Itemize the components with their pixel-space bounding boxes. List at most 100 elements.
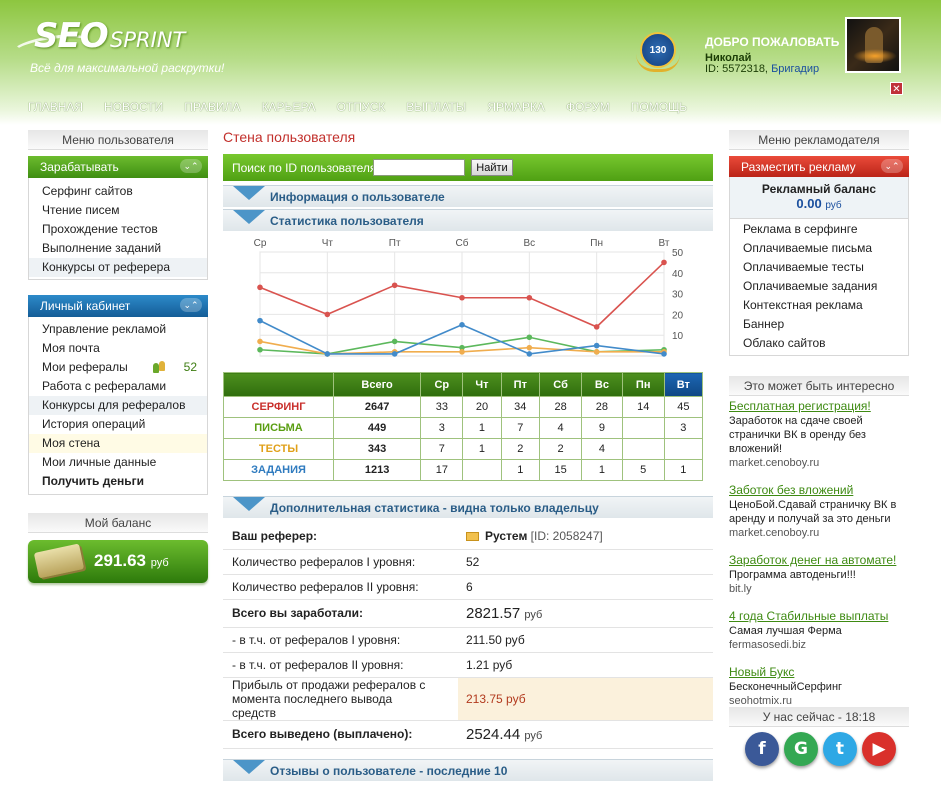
referrer-name[interactable]: Рустем: [485, 529, 528, 544]
place-ad-header[interactable]: Разместить рекламу ⌄⌃: [729, 156, 909, 178]
ad-title-link[interactable]: Бесплатная регистрация!: [729, 399, 871, 413]
chevron-icon[interactable]: ⌄⌃: [881, 159, 903, 173]
menu-item[interactable]: Моя стена: [29, 434, 207, 453]
ad-balance-value: 0.00: [796, 196, 822, 211]
avatar[interactable]: [845, 17, 901, 73]
menu-item[interactable]: Прохождение тестов: [42, 222, 158, 236]
menu-item[interactable]: Оплачиваемые тесты: [743, 260, 864, 274]
menu-item[interactable]: Мои личные данные: [29, 453, 207, 472]
twitter-icon[interactable]: t: [823, 732, 857, 766]
chevron-icon[interactable]: ⌄⌃: [180, 298, 202, 312]
data-point[interactable]: [661, 351, 667, 357]
nav-item[interactable]: ФОРУМ: [565, 100, 610, 114]
facebook-icon[interactable]: f: [745, 732, 779, 766]
user-id: ID: 5572318,: [705, 63, 768, 75]
from-ref2-value: 1.21 руб: [458, 652, 713, 678]
section-reviews[interactable]: Отзывы о пользователе - последние 10: [223, 759, 713, 781]
ad-title-link[interactable]: 4 года Стабильные выплаты: [729, 609, 889, 623]
ad-title-link[interactable]: Новый Букс: [729, 665, 795, 679]
ad-balance-line: 0.00 руб: [730, 196, 908, 211]
nav-item[interactable]: КАРЬЕРА: [261, 100, 316, 114]
data-point[interactable]: [593, 324, 600, 330]
nav-item[interactable]: НОВОСТИ: [104, 100, 164, 114]
laurel-icon: [636, 54, 680, 72]
row-label[interactable]: ТЕСТЫ: [223, 438, 334, 460]
nav-item[interactable]: ПОМОЩЬ: [630, 100, 688, 114]
close-icon[interactable]: ✕: [890, 82, 903, 95]
menu-item[interactable]: Облако сайтов: [743, 336, 826, 350]
table-header-cell: Вт: [663, 372, 704, 397]
data-point[interactable]: [593, 342, 600, 349]
data-point[interactable]: [391, 338, 398, 345]
menu-item[interactable]: Получить деньги: [29, 472, 207, 491]
data-point[interactable]: [526, 334, 533, 341]
section-user-stats[interactable]: Статистика пользователя: [223, 209, 713, 231]
ad-title-link[interactable]: Заботок без вложений: [729, 483, 854, 497]
table-header-row: Всего Ср Чт Пт Сб Вс Пн Вт: [223, 372, 704, 397]
data-point[interactable]: [526, 344, 533, 351]
menu-item[interactable]: Оплачиваемые письма: [743, 241, 873, 255]
section-user-info[interactable]: Информация о пользователе: [223, 185, 713, 207]
section-extra-stats[interactable]: Дополнительная статистика - видна только…: [223, 496, 713, 518]
row-label[interactable]: СЕРФИНГ: [223, 396, 334, 418]
ad-url[interactable]: fermasosedi.biz: [729, 639, 807, 651]
nav-item[interactable]: ОТПУСК: [336, 100, 386, 114]
data-point[interactable]: [257, 284, 263, 291]
chevron-icon[interactable]: ⌄⌃: [180, 159, 202, 173]
nav-item[interactable]: ЯРМАРКА: [487, 100, 545, 114]
data-point[interactable]: [391, 282, 398, 289]
menu-item[interactable]: Оплачиваемые задания: [743, 279, 878, 293]
ad-url[interactable]: market.cenoboy.ru: [729, 457, 820, 469]
data-point[interactable]: [661, 259, 667, 266]
earn-panel-header[interactable]: Зарабатывать ⌄⌃: [28, 156, 208, 178]
data-point[interactable]: [526, 294, 533, 301]
ad-url[interactable]: seohotmix.ru: [729, 695, 792, 707]
search-button[interactable]: Найти: [471, 159, 513, 176]
data-point[interactable]: [257, 317, 263, 324]
menu-item[interactable]: Работа с рефералами: [29, 377, 207, 396]
menu-item[interactable]: Серфинг сайтов: [42, 184, 133, 198]
menu-item[interactable]: Выполнение заданий: [42, 241, 162, 255]
data-point[interactable]: [459, 322, 465, 328]
ad-url[interactable]: bit.ly: [729, 583, 752, 595]
rating-medal[interactable]: 130: [640, 32, 676, 68]
user-menu-caption: Меню пользователя: [28, 130, 208, 150]
menu-item[interactable]: Реклама в серфинге: [743, 222, 858, 236]
ad-title-link[interactable]: Заработок денег на автомате!: [729, 553, 897, 567]
site-logo[interactable]: SEO SPRINT: [10, 14, 222, 76]
data-point[interactable]: [324, 351, 331, 357]
data-point[interactable]: [459, 349, 465, 355]
table-cell: 2647: [332, 396, 422, 418]
menu-item[interactable]: Моя почта: [29, 339, 207, 358]
data-point[interactable]: [459, 294, 465, 301]
data-point[interactable]: [257, 346, 263, 353]
data-point[interactable]: [459, 344, 465, 351]
menu-item[interactable]: Конкурсы для рефералов: [29, 396, 207, 415]
row-label[interactable]: ПИСЬМА: [223, 417, 334, 439]
user-rank-link[interactable]: Бригадир: [771, 63, 820, 75]
table-cell: 33: [420, 396, 464, 418]
envelope-icon[interactable]: [466, 531, 479, 541]
menu-item[interactable]: Контекстная реклама: [743, 298, 863, 312]
google-icon[interactable]: G: [784, 732, 818, 766]
search-input[interactable]: [373, 159, 465, 176]
nav-item[interactable]: ГЛАВНАЯ: [28, 100, 84, 114]
menu-item[interactable]: Чтение писем: [42, 203, 120, 217]
menu-item[interactable]: Баннер: [743, 317, 785, 331]
nav-item[interactable]: ВЫПЛАТЫ: [406, 100, 467, 114]
balance-button[interactable]: 291.63 руб: [28, 540, 208, 583]
cabinet-panel-header[interactable]: Личный кабинет ⌄⌃: [28, 295, 208, 317]
menu-item[interactable]: История операций: [29, 415, 207, 434]
data-point[interactable]: [593, 349, 600, 355]
menu-item[interactable]: Управление рекламой: [29, 320, 207, 339]
youtube-icon[interactable]: ▶: [862, 732, 896, 766]
data-point[interactable]: [324, 311, 331, 318]
menu-item[interactable]: Конкурсы от реферера: [29, 258, 207, 277]
menu-item[interactable]: Мои рефералы 52: [29, 358, 207, 377]
data-point[interactable]: [391, 351, 398, 357]
data-point[interactable]: [526, 351, 533, 357]
nav-item[interactable]: ПРАВИЛА: [184, 100, 241, 114]
ad-url[interactable]: market.cenoboy.ru: [729, 527, 820, 539]
data-point[interactable]: [257, 338, 263, 345]
row-label[interactable]: ЗАДАНИЯ: [223, 459, 334, 481]
